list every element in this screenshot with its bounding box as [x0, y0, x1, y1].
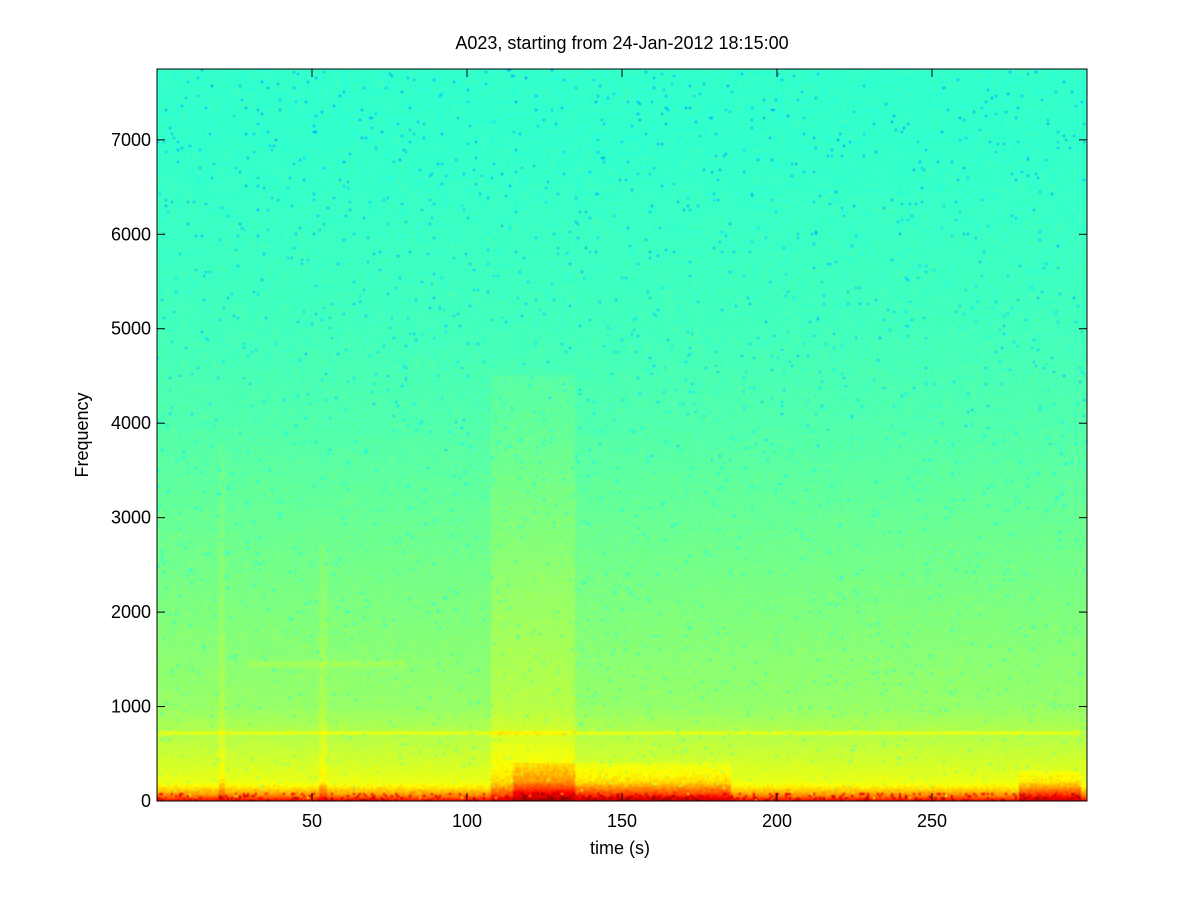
y-tick-label: 1000 — [111, 697, 151, 717]
x-tick-label: 150 — [607, 811, 637, 831]
y-tick-label: 7000 — [111, 130, 151, 150]
x-tick-label: 200 — [762, 811, 792, 831]
y-tick-label: 5000 — [111, 319, 151, 339]
y-tick-label: 6000 — [111, 224, 151, 244]
x-tick-label: 50 — [302, 811, 322, 831]
y-tick-label: 4000 — [111, 413, 151, 433]
y-tick-label: 3000 — [111, 508, 151, 528]
y-tick-label: 0 — [141, 791, 151, 811]
x-tick-label: 250 — [917, 811, 947, 831]
y-axis-label: Frequency — [72, 392, 92, 477]
spectrogram-heatmap — [157, 69, 1087, 801]
y-tick-label: 2000 — [111, 602, 151, 622]
chart-title: A023, starting from 24-Jan-2012 18:15:00 — [455, 33, 788, 53]
x-axis-label: time (s) — [590, 838, 650, 858]
x-axis: 50 100 150 200 250 — [302, 69, 947, 831]
y-axis: 0 1000 2000 3000 4000 5000 6000 7000 — [111, 130, 1087, 811]
x-tick-label: 100 — [452, 811, 482, 831]
